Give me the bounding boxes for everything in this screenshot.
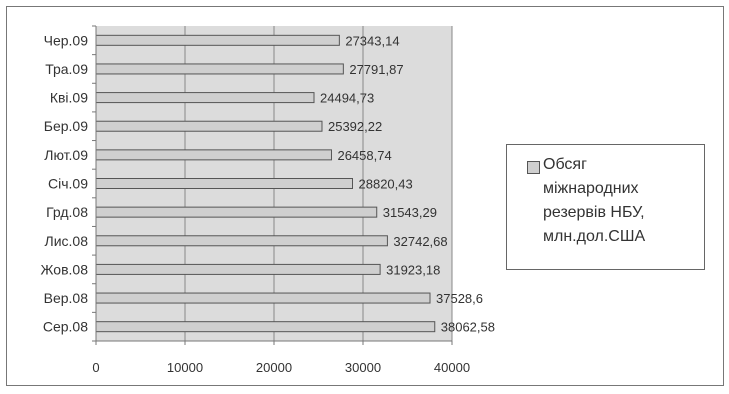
category-label: Бер.09 (44, 118, 88, 134)
legend-line: міжнародних (543, 180, 639, 197)
data-label: 38062,58 (441, 320, 495, 335)
data-label: 31543,29 (383, 205, 437, 220)
bar-chart: 0 10000 20000 30000 40000 Сер.08 38062,58 Вер.0… (41, 25, 495, 375)
x-tick-label: 40000 (434, 360, 470, 375)
bar (95, 34, 340, 46)
bar (95, 120, 323, 132)
x-tick-label: 10000 (167, 360, 203, 375)
chart-frame: 0 10000 20000 30000 40000 Сер.08 38062,58 Вер.0… (6, 6, 724, 386)
legend: Обсяг міжнародних резервів НБУ, млн.дол.… (506, 144, 705, 270)
category-label: Січ.09 (48, 176, 88, 192)
legend-line: резервів НБУ, (543, 204, 645, 221)
category-label: Сер.08 (43, 319, 88, 335)
x-tick-label: 20000 (256, 360, 292, 375)
data-label: 25392,22 (328, 119, 382, 134)
category-label: Чер.09 (44, 32, 89, 48)
category-label: Грд.08 (46, 204, 88, 220)
bar (95, 263, 381, 275)
bar (95, 92, 315, 104)
data-label: 26458,74 (337, 148, 391, 163)
category-label: Лис.08 (45, 233, 89, 249)
category-label: Квi.09 (50, 90, 88, 106)
x-tick-label: 30000 (345, 360, 381, 375)
category-label: Вер.08 (44, 290, 89, 306)
legend-label: Обсяг міжнародних резервів НБУ, млн.дол.… (543, 153, 703, 249)
data-label: 24494,73 (320, 91, 374, 106)
category-label: Жов.08 (41, 261, 89, 277)
category-label: Тра.09 (45, 61, 88, 77)
category-label: Лют.09 (44, 147, 88, 163)
bar (95, 235, 388, 247)
bar (95, 149, 332, 161)
legend-swatch (527, 161, 540, 174)
bar (95, 321, 436, 333)
data-label: 27343,14 (345, 33, 399, 48)
data-label: 32742,68 (393, 234, 447, 249)
data-label: 28820,43 (359, 177, 413, 192)
bar (95, 178, 354, 189)
legend-line: млн.дол.США (543, 228, 646, 245)
legend-line: Обсяг (543, 156, 587, 173)
bar (95, 63, 344, 75)
data-label: 37528,6 (436, 291, 483, 306)
data-label: 27791,87 (349, 62, 403, 77)
bar (95, 292, 431, 304)
bar (95, 206, 378, 218)
data-label: 31923,18 (386, 262, 440, 277)
x-tick-label: 0 (92, 360, 99, 375)
